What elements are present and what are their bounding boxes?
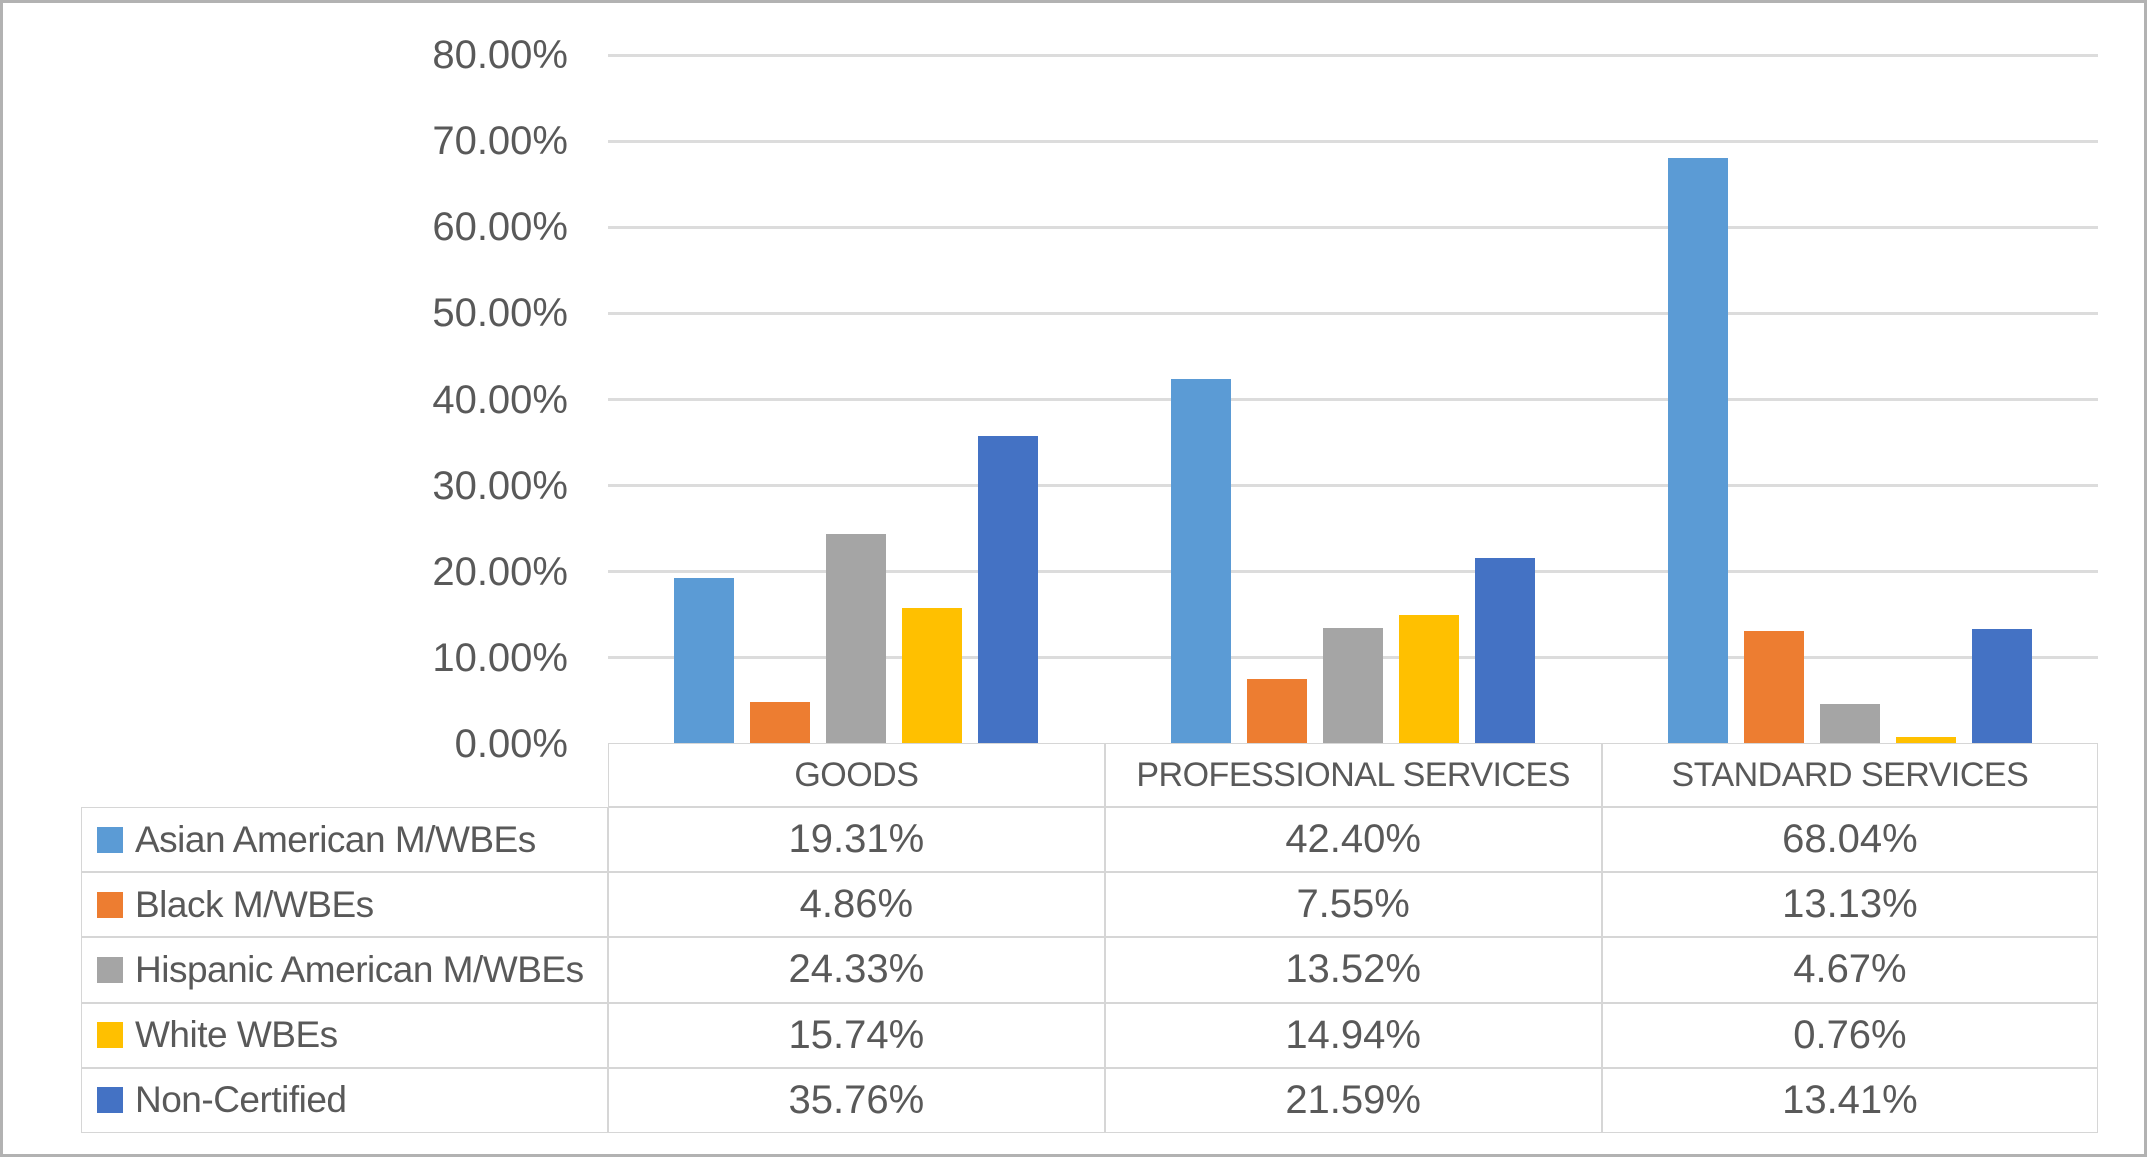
gridline: [608, 139, 2098, 143]
value-cell: 21.59%: [1104, 1067, 1602, 1133]
legend-swatch: [97, 891, 123, 918]
y-tick-label: 60.00%: [432, 205, 568, 250]
gridline: [608, 398, 2098, 401]
value-cell: 13.13%: [1601, 872, 2099, 938]
bar-goods-series-2: [826, 534, 887, 744]
bar-goods-series-4: [978, 436, 1039, 744]
bar-goods-series-3: [902, 608, 963, 744]
y-tick-label: 20.00%: [432, 549, 568, 594]
gridline: [608, 311, 2098, 315]
legend-cell-series-1: Black M/WBEs: [81, 872, 608, 938]
series-name: Asian American M/WBEs: [135, 818, 536, 860]
y-tick-label: 10.00%: [432, 635, 568, 680]
legend-cell-series-2: Hispanic American M/WBEs: [81, 937, 608, 1003]
category-header-0: GOODS: [608, 743, 1105, 807]
y-tick-label: 30.00%: [432, 463, 568, 508]
value-cell: 14.94%: [1104, 1002, 1602, 1068]
bar-standard-services-series-2: [1819, 703, 1880, 744]
value-cell: 42.40%: [1104, 807, 1602, 873]
y-tick-label: 50.00%: [432, 291, 568, 336]
value-cell: 68.04%: [1601, 807, 2099, 873]
legend-cell-series-3: White WBEs: [81, 1002, 608, 1068]
series-name: Non-Certified: [135, 1079, 347, 1121]
bar-standard-services-series-1: [1743, 630, 1804, 744]
legend-swatch: [97, 956, 123, 983]
category-header-1: PROFESSIONAL SERVICES: [1104, 743, 1602, 807]
value-cell: 24.33%: [608, 937, 1105, 1003]
bar-standard-services-series-4: [1971, 628, 2032, 744]
gridline: [608, 570, 2098, 574]
y-tick-label: 0.00%: [454, 722, 568, 766]
value-cell: 13.52%: [1104, 937, 1602, 1003]
value-cell: 4.86%: [608, 872, 1105, 938]
value-cell: 0.76%: [1601, 1002, 2099, 1068]
bar-professional-services-series-3: [1399, 615, 1460, 744]
y-tick-label: 40.00%: [432, 377, 568, 422]
value-cell: 13.41%: [1601, 1067, 2099, 1133]
value-cell: 19.31%: [608, 807, 1105, 873]
series-name: Black M/WBEs: [135, 883, 374, 925]
bar-professional-services-series-0: [1171, 378, 1232, 744]
bar-standard-services-series-3: [1895, 737, 1956, 744]
category-header-2: STANDARD SERVICES: [1601, 743, 2099, 807]
gridline: [608, 225, 2098, 229]
bar-standard-services-series-0: [1667, 158, 1728, 744]
y-axis: 0.00% 10.00% 20.00% 30.00% 40.00% 50.00% 60.00…: [268, 3, 568, 783]
legend-cell-series-4: Non-Certified: [81, 1067, 608, 1133]
y-tick-label: 80.00%: [432, 33, 568, 77]
value-cell: 4.67%: [1601, 937, 2099, 1003]
bar-goods-series-0: [674, 577, 735, 744]
legend-swatch: [97, 1022, 123, 1049]
table-corner-blank: [81, 743, 608, 807]
series-name: White WBEs: [135, 1014, 338, 1056]
legend-cell-series-0: Asian American M/WBEs: [81, 807, 608, 873]
legend-swatch: [97, 826, 123, 853]
legend-swatch: [97, 1087, 123, 1114]
bar-professional-services-series-2: [1323, 627, 1384, 744]
series-name: Hispanic American M/WBEs: [135, 948, 584, 990]
value-cell: 15.74%: [608, 1002, 1105, 1068]
plot-area: [608, 3, 2098, 744]
data-table: GOODS PROFESSIONAL SERVICES STANDARD SERVI…: [81, 743, 2099, 1133]
y-tick-label: 70.00%: [432, 119, 568, 164]
value-cell: 35.76%: [608, 1067, 1105, 1133]
value-cell: 7.55%: [1104, 872, 1602, 938]
bar-goods-series-1: [750, 702, 811, 744]
bar-professional-services-series-4: [1475, 558, 1536, 744]
gridline: [608, 53, 2098, 57]
bar-professional-services-series-1: [1247, 678, 1308, 744]
gridline: [608, 484, 2098, 488]
